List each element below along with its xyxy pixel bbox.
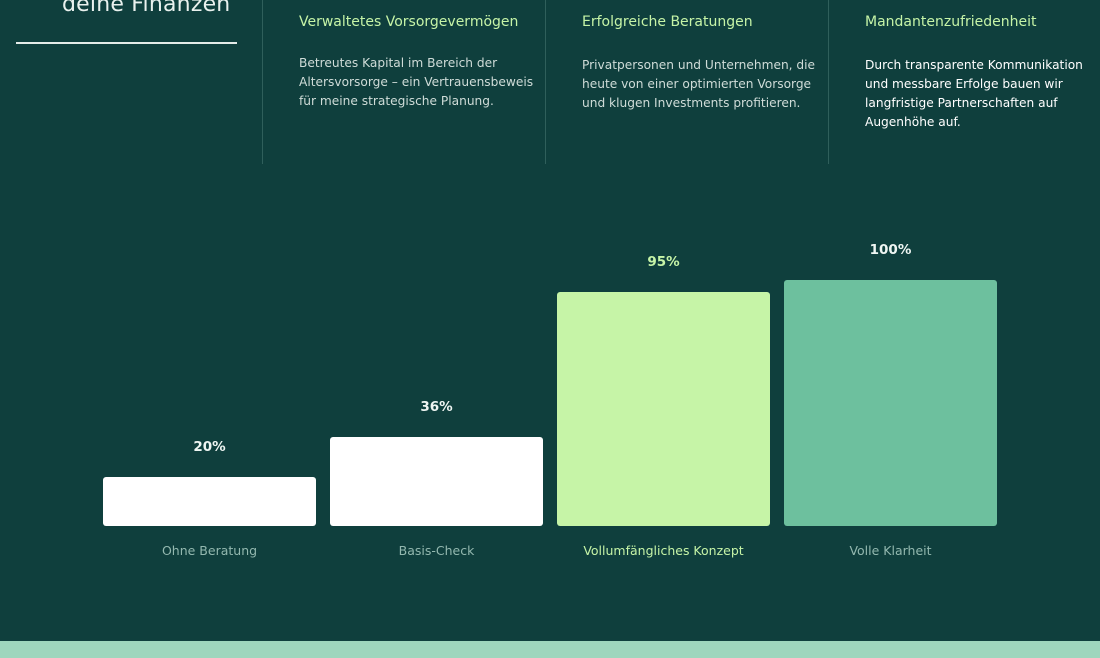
bar-value-label: 95% xyxy=(647,254,680,270)
hero-title: deine Finanzen xyxy=(62,0,231,17)
bar-1 xyxy=(330,437,543,526)
hero-divider xyxy=(16,42,237,44)
stat-text-assets: Betreutes Kapital im Bereich der Altersv… xyxy=(299,55,534,108)
bar-3 xyxy=(784,280,997,526)
bar-value-label: 20% xyxy=(193,439,226,455)
bar-0 xyxy=(103,477,316,526)
category-label: Basis-Check xyxy=(398,543,475,558)
stat-text-satisfaction: Durch transparente Kommunikation und mes… xyxy=(865,57,1083,129)
stat-title-consultations: Erfolgreiche Beratungen xyxy=(582,14,753,30)
bar-chart: 20% Ohne Beratung 36% Basis-Check 95% Vollumf… xyxy=(103,242,997,558)
bar-value-label: 100% xyxy=(869,242,912,258)
stat-text-consultations: Privatpersonen und Unternehmen, die heut… xyxy=(582,57,816,110)
category-label: Vollumfängliches Konzept xyxy=(583,543,744,558)
bar-value-label: 36% xyxy=(420,399,453,415)
stat-title-satisfaction: Mandantenzufriedenheit xyxy=(865,14,1037,30)
stat-card-satisfaction: Mandantenzufriedenheit Durch transparent… xyxy=(828,0,1100,164)
category-label: Ohne Beratung xyxy=(161,543,258,558)
stat-card-consultations: Erfolgreiche Beratungen Privatpersonen u… xyxy=(545,0,829,164)
stat-title-assets: Verwaltetes Vorsorgevermögen xyxy=(299,14,519,30)
stat-card-assets: Verwaltetes Vorsorgevermögen Betreutes K… xyxy=(262,0,546,164)
bar-2 xyxy=(557,292,770,526)
footer-strip xyxy=(0,641,1100,658)
category-label: Volle Klarheit xyxy=(849,543,932,558)
